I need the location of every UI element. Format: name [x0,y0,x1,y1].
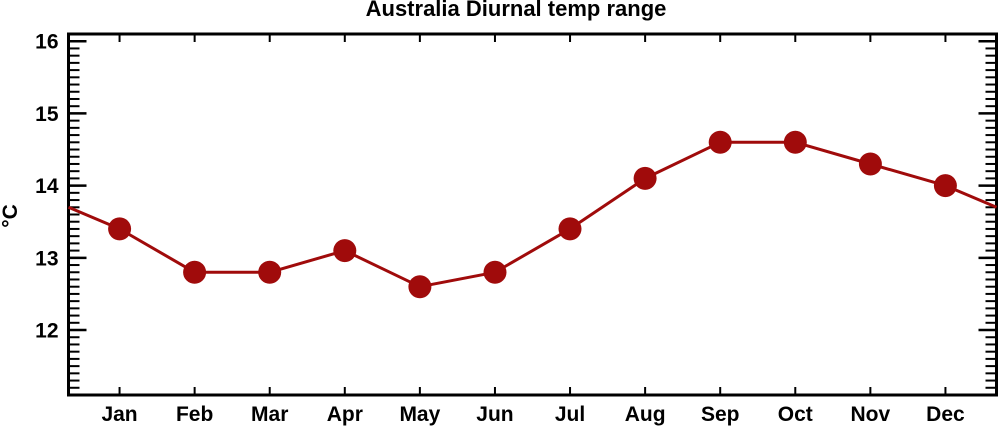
plot-border [67,32,998,397]
tick-labels: 12 13 14 15 16 Jan Feb Mar Apr May Jun Jul Aug Sep Oct… [35,31,965,426]
y-tick-label-15: 15 [35,103,59,126]
data-point-jan [108,217,132,241]
y-tick-label-13: 13 [35,247,58,270]
chart-title: Australia Diurnal temp range [365,0,667,21]
axes [67,32,998,397]
data-point-sep [708,130,732,154]
x-tick-label-may: May [399,403,440,426]
data-point-nov [858,152,882,176]
y-tick-label-14: 14 [35,175,59,198]
x-tick-label-oct: Oct [778,403,813,426]
data-point-aug [633,166,657,190]
x-tick-label-aug: Aug [625,403,666,426]
x-tick-label-feb: Feb [176,403,213,426]
data-point-dec [933,174,957,198]
data-line [67,140,998,289]
x-tick-label-dec: Dec [926,403,965,426]
data-point-feb [183,260,207,284]
x-tick-label-jun: Jun [476,403,513,426]
x-tick-label-jul: Jul [555,403,585,426]
y-tick-label-16: 16 [35,31,58,54]
data-point-may [408,275,432,299]
y-tick-label-12: 12 [35,320,58,343]
data-point-mar [258,260,282,284]
x-tick-label-apr: Apr [327,403,363,426]
x-tick-label-mar: Mar [251,403,288,426]
x-tick-label-nov: Nov [851,403,891,426]
data-point-jul [558,217,582,241]
data-series [67,130,998,299]
data-point-jun [483,260,507,284]
x-tick-label-jan: Jan [101,403,137,426]
data-point-apr [333,239,357,263]
data-point-oct [783,130,807,154]
x-tick-label-sep: Sep [701,403,740,426]
